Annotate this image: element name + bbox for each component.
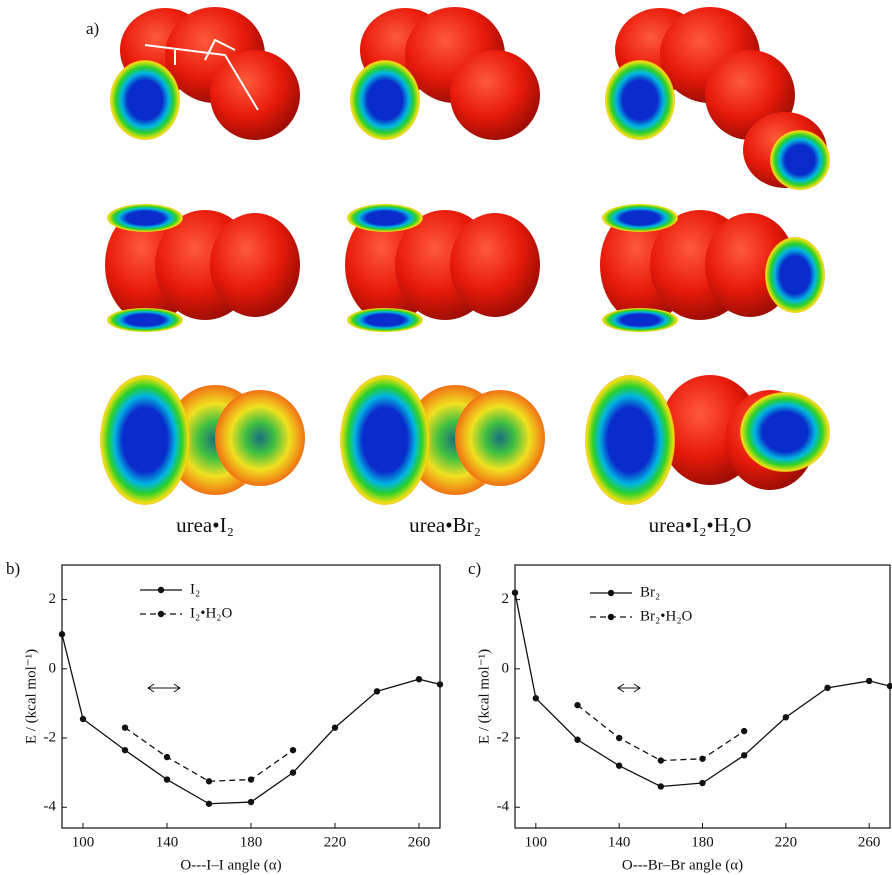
caption: urea•Br₂: [409, 513, 481, 537]
arrow: [148, 684, 180, 692]
point: [741, 728, 747, 734]
x-tick-label: 220: [775, 834, 798, 850]
point: [616, 763, 622, 769]
surface: [602, 308, 678, 332]
point: [658, 783, 664, 789]
surface: [210, 50, 300, 140]
point: [741, 752, 747, 758]
point: [699, 780, 705, 786]
point: [164, 776, 170, 782]
point: [574, 737, 580, 743]
point: [59, 631, 65, 637]
figure: a) α urea•I₂ urea•Br₂ urea•I₂•H₂O b) 100 1…: [0, 0, 892, 875]
surface: [350, 60, 420, 140]
y-tick-label: -4: [497, 799, 510, 815]
point: [533, 695, 539, 701]
x-tick-label: 180: [240, 834, 263, 850]
caption: urea•I₂•H₂O: [649, 513, 752, 537]
legend-marker: [608, 590, 614, 596]
arrow: [618, 684, 640, 692]
surface: [765, 237, 825, 313]
point: [783, 714, 789, 720]
point: [658, 757, 664, 763]
surface: [585, 375, 675, 505]
legend-marker: [158, 587, 164, 593]
point: [164, 754, 170, 760]
panel-label: a): [86, 19, 99, 38]
surface: [100, 375, 190, 505]
y-tick-label: 2: [502, 591, 510, 607]
point: [887, 683, 892, 689]
legend-marker: [608, 614, 614, 620]
y-axis-label: E / (kcal mol⁻¹): [476, 649, 492, 744]
surface: [450, 50, 540, 140]
caption: urea•I₂: [176, 513, 234, 537]
y-tick-label: 2: [49, 591, 57, 607]
legend-label: Br₂: [640, 584, 660, 600]
point: [574, 702, 580, 708]
y-axis-label: E / (kcal mol⁻¹): [23, 649, 39, 744]
legend-label: Br₂•H₂O: [640, 608, 693, 624]
series-line: [578, 705, 745, 760]
legend-marker: [158, 611, 164, 617]
point: [416, 676, 422, 682]
x-tick-label: 260: [858, 834, 881, 850]
surface: [347, 204, 423, 232]
point: [437, 681, 443, 687]
x-tick-label: 260: [408, 834, 431, 850]
x-tick-label: 140: [608, 834, 631, 850]
y-tick-label: -2: [497, 729, 510, 745]
legend-label: I₂•H₂O: [190, 605, 233, 621]
legend-label: I₂: [190, 581, 200, 597]
point: [512, 589, 518, 595]
point: [290, 769, 296, 775]
point: [290, 747, 296, 753]
y-tick-label: -4: [44, 799, 57, 815]
point: [122, 724, 128, 730]
series-line: [125, 728, 293, 782]
surface: [455, 390, 545, 486]
x-tick-label: 100: [72, 834, 95, 850]
surface: [340, 375, 430, 505]
x-axis-label: O---Br–Br angle (α): [622, 857, 743, 873]
point: [824, 685, 830, 691]
y-tick-label: -2: [44, 729, 57, 745]
y-tick-label: 0: [49, 660, 57, 676]
panel-label: b): [6, 559, 20, 578]
surface: [347, 308, 423, 332]
x-tick-label: 180: [691, 834, 714, 850]
surface: [215, 390, 305, 486]
surface: [602, 204, 678, 232]
x-tick-label: 220: [324, 834, 347, 850]
point: [332, 724, 338, 730]
point: [616, 735, 622, 741]
point: [374, 688, 380, 694]
angle-symbol: α: [203, 182, 212, 201]
point: [80, 716, 86, 722]
point: [248, 799, 254, 805]
surface: [210, 213, 300, 317]
plot-frame: [62, 565, 440, 828]
surface: [770, 130, 830, 190]
panel-label: c): [468, 559, 481, 578]
surface: [107, 204, 183, 232]
surface: [107, 308, 183, 332]
x-tick-label: 100: [525, 834, 548, 850]
surface: [605, 60, 675, 140]
point: [122, 747, 128, 753]
point: [248, 776, 254, 782]
surface: [740, 392, 830, 472]
y-tick-label: 0: [502, 660, 510, 676]
x-axis-label: O---I–I angle (α): [180, 857, 281, 873]
point: [206, 801, 212, 807]
plot-frame: [515, 565, 890, 828]
surface: [110, 60, 180, 140]
point: [206, 778, 212, 784]
x-tick-label: 140: [156, 834, 179, 850]
point: [866, 678, 872, 684]
point: [699, 756, 705, 762]
surface: [450, 213, 540, 317]
